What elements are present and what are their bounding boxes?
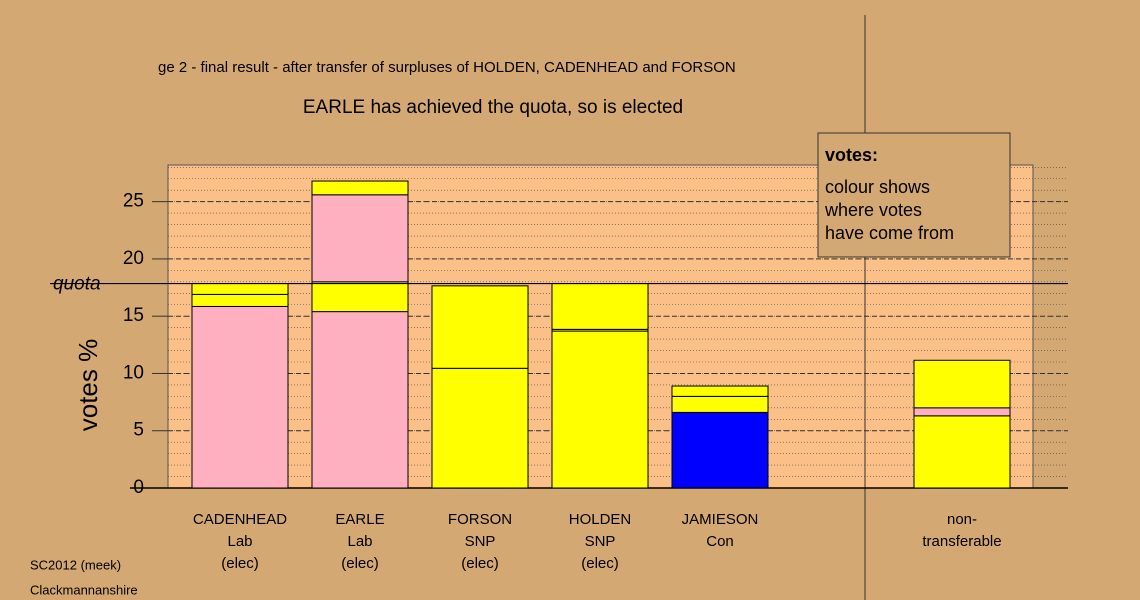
x-tick-label: non- [947, 511, 977, 528]
x-tick-label: SNP [585, 533, 616, 550]
y-tick-label: 20 [123, 248, 144, 269]
bar-segment [671, 385, 769, 397]
footer: Clackmannanshire [30, 582, 138, 597]
x-tick-label: (elec) [341, 555, 379, 572]
note-line: have come from [825, 223, 954, 243]
note-line: where votes [824, 200, 922, 220]
x-tick-label: FORSON [448, 511, 512, 528]
x-tick-label: Lab [227, 533, 252, 550]
note-line: colour shows [825, 177, 930, 197]
bar-segment [551, 330, 649, 489]
note-box [817, 132, 1011, 258]
quota-label: quota [53, 274, 101, 295]
x-tick-label: HOLDEN [569, 511, 632, 528]
chart-subtitle: EARLE has achieved the quota, so is elec… [303, 97, 683, 118]
x-tick-label: (elec) [221, 555, 259, 572]
y-tick-label: 25 [123, 191, 144, 212]
y-tick-label: 15 [123, 305, 144, 326]
bar-segment [311, 311, 409, 489]
bar-segment [671, 411, 769, 489]
bar-segment [551, 283, 649, 330]
footer: SC2012 (meek) [30, 557, 121, 572]
bar-segment [913, 415, 1011, 489]
x-tick-label: JAMIESON [682, 511, 759, 528]
bar-segment [913, 359, 1011, 409]
x-tick-label: EARLE [335, 511, 384, 528]
x-tick-label: Lab [347, 533, 372, 550]
bar-segment [191, 293, 289, 307]
x-tick-label: SNP [465, 533, 496, 550]
bar-segment [431, 285, 529, 369]
x-tick-label: Con [706, 533, 734, 550]
x-tick-label: (elec) [581, 555, 619, 572]
bar-segment [311, 281, 409, 313]
x-tick-label: (elec) [461, 555, 499, 572]
y-axis-label: votes % [73, 339, 103, 432]
y-tick-label: 10 [123, 362, 144, 383]
chart-title: ge 2 - final result - after transfer of … [158, 59, 736, 76]
note-title: votes: [825, 145, 878, 165]
x-tick-label: CADENHEAD [193, 511, 287, 528]
bar-segment [431, 367, 529, 489]
bar-segment [311, 180, 409, 196]
y-tick-label: 5 [133, 420, 144, 441]
bar-segment [191, 305, 289, 489]
bar-segment [191, 283, 289, 295]
bar-segment [671, 395, 769, 413]
bar-segment [913, 407, 1011, 417]
bar-segment [311, 194, 409, 283]
x-tick-label: transferable [922, 533, 1001, 550]
